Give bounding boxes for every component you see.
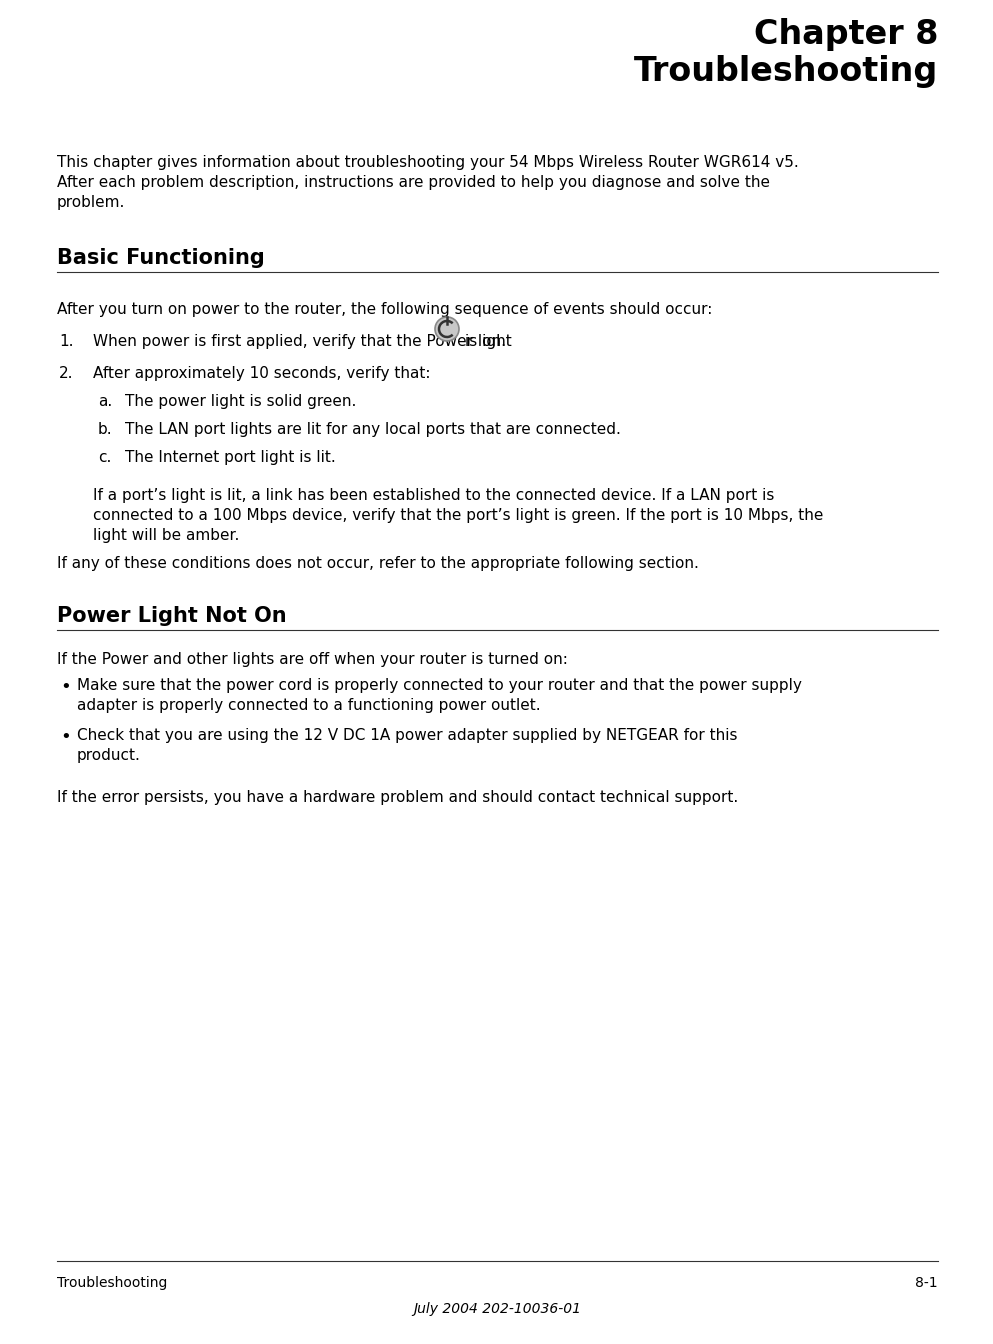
Text: Make sure that the power cord is properly connected to your router and that the : Make sure that the power cord is properl…: [77, 677, 802, 694]
Text: The LAN port lights are lit for any local ports that are connected.: The LAN port lights are lit for any loca…: [125, 422, 621, 437]
Text: connected to a 100 Mbps device, verify that the port’s light is green. If the po: connected to a 100 Mbps device, verify t…: [93, 508, 823, 523]
Text: If the Power and other lights are off when your router is turned on:: If the Power and other lights are off wh…: [57, 652, 568, 667]
Text: is on.: is on.: [465, 335, 506, 349]
Text: Troubleshooting: Troubleshooting: [634, 55, 938, 87]
Text: •: •: [60, 728, 71, 746]
Text: b.: b.: [98, 422, 112, 437]
Text: If the error persists, you have a hardware problem and should contact technical : If the error persists, you have a hardwa…: [57, 790, 738, 805]
Text: Chapter 8: Chapter 8: [754, 17, 938, 51]
Text: light will be amber.: light will be amber.: [93, 528, 239, 543]
Text: The power light is solid green.: The power light is solid green.: [125, 394, 356, 409]
Text: problem.: problem.: [57, 195, 125, 210]
Text: If a port’s light is lit, a link has been established to the connected device. I: If a port’s light is lit, a link has bee…: [93, 488, 775, 503]
Text: After approximately 10 seconds, verify that:: After approximately 10 seconds, verify t…: [93, 366, 431, 380]
Text: After each problem description, instructions are provided to help you diagnose a: After each problem description, instruct…: [57, 175, 770, 190]
Text: •: •: [60, 677, 71, 696]
Text: 2.: 2.: [59, 366, 73, 380]
Text: Troubleshooting: Troubleshooting: [57, 1275, 168, 1290]
Circle shape: [435, 317, 459, 341]
Text: a.: a.: [98, 394, 112, 409]
Text: 1.: 1.: [59, 335, 73, 349]
Text: 8-1: 8-1: [916, 1275, 938, 1290]
Text: July 2004 202-10036-01: July 2004 202-10036-01: [413, 1302, 582, 1316]
Text: Power Light Not On: Power Light Not On: [57, 606, 287, 626]
Text: Basic Functioning: Basic Functioning: [57, 249, 265, 267]
Text: Check that you are using the 12 V DC 1A power adapter supplied by NETGEAR for th: Check that you are using the 12 V DC 1A …: [77, 728, 738, 743]
Text: c.: c.: [98, 450, 111, 465]
Text: product.: product.: [77, 749, 141, 763]
Text: adapter is properly connected to a functioning power outlet.: adapter is properly connected to a funct…: [77, 698, 540, 714]
Text: If any of these conditions does not occur, refer to the appropriate following se: If any of these conditions does not occu…: [57, 556, 699, 571]
Text: The Internet port light is lit.: The Internet port light is lit.: [125, 450, 336, 465]
Text: When power is first applied, verify that the Power light: When power is first applied, verify that…: [93, 335, 511, 349]
Text: This chapter gives information about troubleshooting your 54 Mbps Wireless Route: This chapter gives information about tro…: [57, 155, 798, 169]
Text: After you turn on power to the router, the following sequence of events should o: After you turn on power to the router, t…: [57, 302, 712, 317]
